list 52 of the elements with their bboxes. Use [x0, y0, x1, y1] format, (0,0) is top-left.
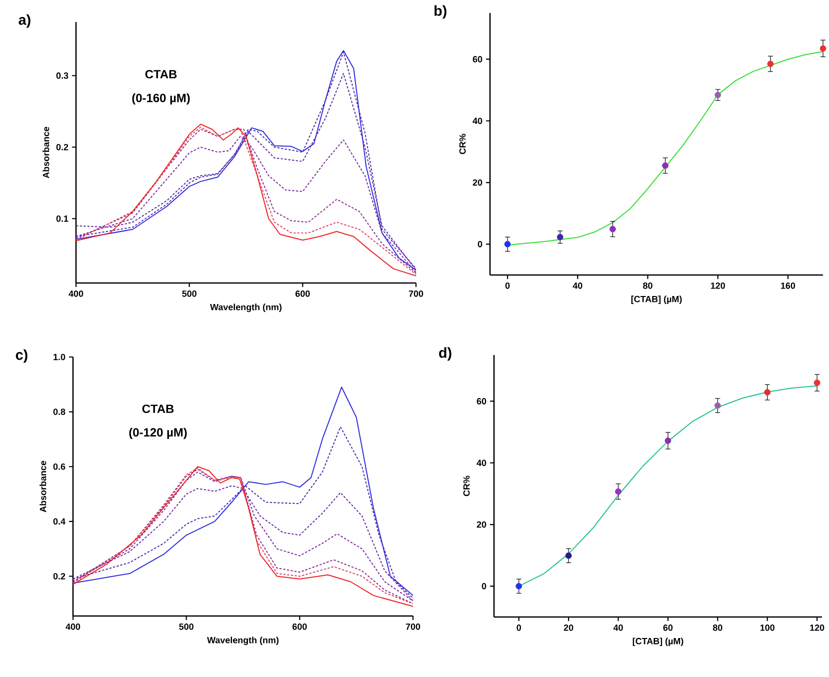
x-tick-label: 80 — [643, 282, 652, 289]
y-axis-title: Absorbance — [42, 126, 50, 178]
y-axis-title: CR% — [463, 476, 470, 496]
x-tick-label: 700 — [408, 290, 424, 297]
x-tick-label: 100 — [760, 624, 774, 631]
y-tick-label: 0 — [482, 582, 486, 590]
x-tick-label: 500 — [179, 624, 194, 630]
y-axis-title: CR% — [459, 134, 466, 154]
y-tick-label: 0.2 — [56, 144, 68, 150]
x-tick-label: 40 — [613, 624, 623, 631]
x-tick-label: 600 — [292, 624, 307, 630]
y-tick-label: 60 — [472, 56, 482, 62]
y-tick-label: 0.2 — [53, 573, 66, 580]
y-tick-label: 0.1 — [56, 215, 68, 222]
chart-title: d) — [439, 347, 452, 361]
y-tick-label: 40 — [472, 118, 482, 124]
annotation: (0-120 µM) — [129, 428, 187, 439]
x-tick-label: 0 — [505, 282, 510, 289]
chart-title: a) — [18, 14, 30, 28]
y-tick-label: 0 — [478, 240, 482, 248]
x-tick-label: 0 — [516, 624, 521, 631]
y-tick-label: 20 — [476, 521, 486, 528]
y-tick-label: 0.6 — [53, 463, 66, 470]
chart-title: b) — [434, 5, 446, 19]
y-tick-label: 20 — [472, 179, 482, 186]
annotation: CTAB — [142, 404, 174, 414]
x-tick-label: 500 — [182, 290, 196, 297]
x-axis-title: [CTAB] (µM) — [631, 296, 682, 304]
x-tick-label: 80 — [712, 624, 722, 631]
y-tick-label: 40 — [476, 460, 486, 466]
y-tick-label: 0.8 — [53, 408, 66, 415]
x-tick-label: 400 — [68, 290, 84, 297]
y-tick-label: 1.0 — [54, 354, 66, 360]
x-tick-label: 120 — [710, 282, 725, 289]
y-tick-label: 0.3 — [56, 72, 68, 79]
chart-title: c) — [16, 349, 28, 363]
x-tick-label: 60 — [663, 624, 673, 631]
annotation: (0-160 µM) — [132, 93, 190, 105]
y-tick-label: 0.4 — [53, 518, 66, 525]
x-tick-label: 160 — [781, 282, 796, 289]
x-tick-label: 700 — [406, 624, 420, 630]
x-tick-label: 40 — [572, 282, 582, 289]
annotation: CTAB — [145, 70, 177, 78]
y-axis-title: Absorbance — [40, 460, 46, 512]
y-tick-label: 60 — [476, 398, 486, 404]
x-axis-title: [CTAB] (µM) — [632, 638, 684, 646]
x-axis-title: Wavelength (nm) — [210, 304, 282, 312]
x-tick-label: 400 — [66, 624, 80, 630]
x-tick-label: 120 — [810, 624, 824, 631]
x-axis-title: Wavelength (nm) — [207, 636, 279, 646]
x-tick-label: 20 — [564, 624, 574, 631]
x-tick-label: 600 — [296, 290, 310, 297]
